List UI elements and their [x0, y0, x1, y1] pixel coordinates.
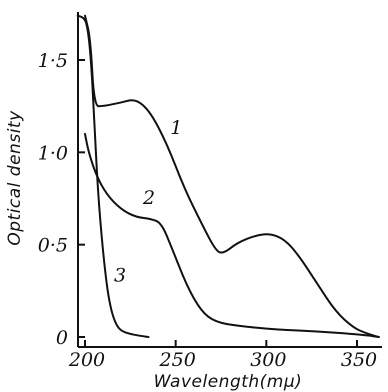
- tick-labels-group: 0 0·5 1·0 1·5 200 250 300 350: [38, 50, 377, 371]
- curve-label-2: 2: [142, 187, 155, 209]
- series-1-line: [84, 14, 380, 339]
- y-tick-label: 0·5: [38, 235, 68, 257]
- y-tick-label: 1·0: [38, 142, 68, 164]
- series-3-line: [76, 14, 150, 339]
- y-axis-title: Optical density: [5, 110, 25, 246]
- curve-label-3: 3: [114, 265, 126, 287]
- y-tick-label: 0: [56, 327, 68, 349]
- x-tick-label: 300: [250, 349, 286, 371]
- curve-labels-group: 1 2 3: [114, 117, 182, 287]
- x-tick-label: 250: [159, 349, 196, 371]
- axes-group: [77, 12, 382, 348]
- series-2-line: [84, 132, 380, 338]
- x-axis-title: Wavelength(mμ): [154, 372, 303, 392]
- ticks-group: [78, 59, 358, 347]
- series-group: [76, 14, 380, 339]
- curve-label-1: 1: [170, 117, 182, 139]
- y-tick-label: 1·5: [38, 50, 68, 72]
- x-tick-label: 200: [68, 349, 105, 371]
- x-tick-label: 350: [341, 349, 377, 371]
